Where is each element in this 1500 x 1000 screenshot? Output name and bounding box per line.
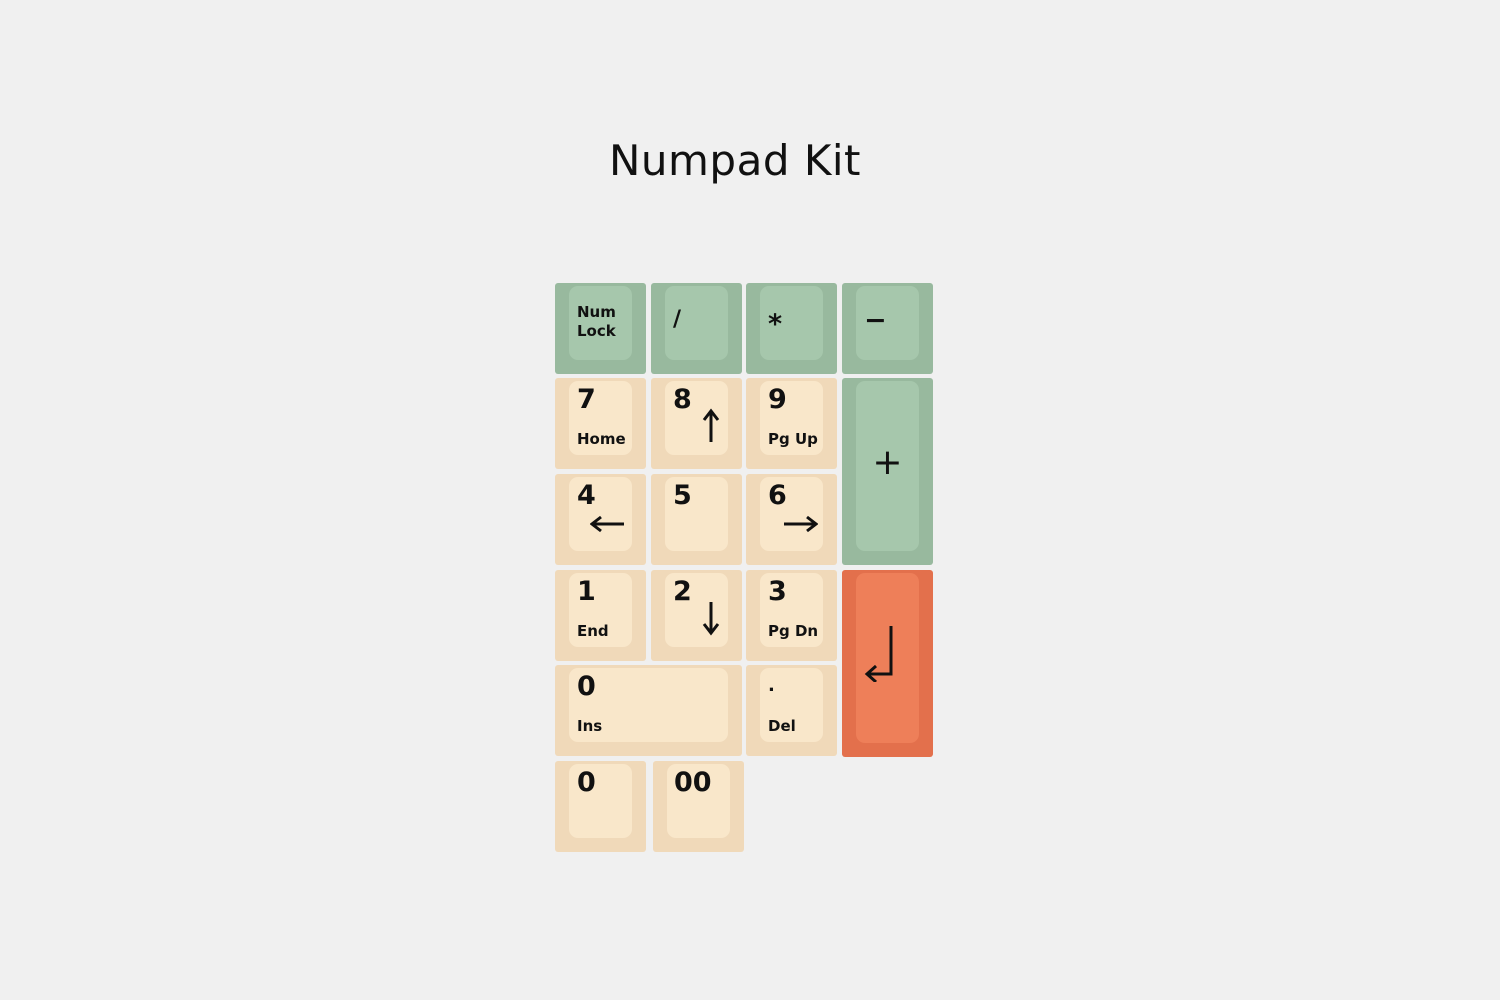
key-legend: 1 — [577, 576, 596, 607]
key-minus[interactable]: − — [842, 283, 933, 374]
key-sublegend: End — [577, 622, 609, 640]
key-legend: 9 — [768, 384, 787, 415]
key-legend: Num Lock — [577, 303, 616, 341]
key-0-ins[interactable]: 0 Ins — [555, 665, 742, 756]
key-sublegend: Pg Up — [768, 430, 818, 448]
key-sublegend: Home — [577, 430, 626, 448]
page-title: Numpad Kit — [608, 136, 862, 185]
key-num-lock[interactable]: Num Lock — [555, 283, 646, 374]
legend-line-2: Lock — [577, 322, 616, 340]
key-sublegend: Ins — [577, 717, 603, 735]
key-legend: − — [864, 305, 887, 336]
key-7[interactable]: 7 Home — [555, 378, 646, 469]
key-legend: . — [768, 675, 775, 696]
key-divide[interactable]: / — [651, 283, 742, 374]
key-5[interactable]: 5 — [651, 474, 742, 565]
key-sublegend: Del — [768, 717, 796, 735]
key-plus[interactable]: + — [842, 378, 933, 565]
key-1[interactable]: 1 End — [555, 570, 646, 661]
key-legend: 5 — [673, 480, 692, 511]
enter-return-icon — [864, 626, 893, 682]
key-0[interactable]: 0 — [555, 761, 646, 852]
key-3[interactable]: 3 Pg Dn — [746, 570, 837, 661]
key-00[interactable]: 00 — [653, 761, 744, 852]
arrow-left-icon — [590, 515, 624, 533]
key-8[interactable]: 8 — [651, 378, 742, 469]
arrow-right-icon — [784, 515, 818, 533]
key-legend: 8 — [673, 384, 692, 415]
key-sublegend: Pg Dn — [768, 622, 819, 640]
key-multiply[interactable]: * — [746, 283, 837, 374]
key-4[interactable]: 4 — [555, 474, 646, 565]
key-legend: 0 — [577, 671, 596, 702]
key-legend: 0 — [577, 767, 596, 798]
key-legend: 3 — [768, 576, 787, 607]
key-enter[interactable] — [842, 570, 933, 757]
key-decimal-del[interactable]: . Del — [746, 665, 837, 756]
key-legend: * — [768, 309, 783, 340]
key-legend: + — [872, 442, 903, 483]
key-9[interactable]: 9 Pg Up — [746, 378, 837, 469]
key-legend: 6 — [768, 480, 787, 511]
arrow-up-icon — [702, 408, 720, 442]
key-legend: 2 — [673, 576, 692, 607]
legend-line-1: Num — [577, 303, 616, 321]
key-legend: 00 — [674, 767, 712, 798]
key-2[interactable]: 2 — [651, 570, 742, 661]
arrow-down-icon — [702, 602, 720, 636]
key-legend: / — [673, 307, 682, 332]
key-legend: 4 — [577, 480, 596, 511]
key-6[interactable]: 6 — [746, 474, 837, 565]
key-legend: 7 — [577, 384, 596, 415]
